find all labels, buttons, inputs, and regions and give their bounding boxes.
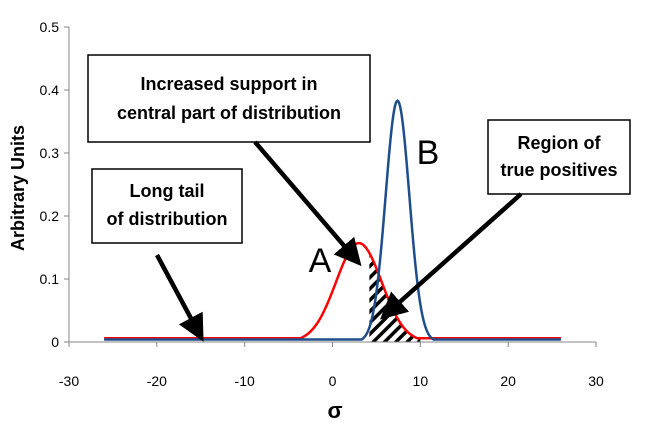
series-a-line [104,241,561,340]
callout-long-tail-line-1: Long tail [130,181,205,201]
arrow-true-positives [379,192,523,320]
true-positive-region [369,253,421,342]
x-tick-label: -30 [59,373,79,389]
x-tick-label: 30 [588,373,604,389]
x-tick-label: 10 [413,373,429,389]
x-axis-label: σ [327,398,342,423]
callout-increased-support-line-2: central part of distribution [117,103,341,123]
arrow-long-tail [155,253,204,342]
y-tick-label: 0.4 [40,82,60,98]
callout-true-positives-line-2: true positives [500,160,617,180]
y-axis-label: Arbitrary Units [8,125,28,251]
arrow-increased-support [253,140,362,267]
callout-increased-support: Increased support in central part of dis… [87,54,371,143]
callout-increased-support-line-1: Increased support in [140,74,317,94]
y-tick-label: 0.2 [40,208,60,224]
series-b-label: B [417,134,440,172]
x-tick-label: 0 [329,373,337,389]
series-a-label: A [309,242,332,280]
y-tick-label: 0.5 [40,19,60,35]
callout-true-positives: Region of true positives [487,119,631,195]
callout-true-positives-line-1: Region of [518,133,602,153]
callout-long-tail-line-2: of distribution [107,209,228,229]
y-tick-label: 0.3 [40,145,60,161]
y-tick-label: 0.1 [40,271,60,287]
x-tick-label: -10 [235,373,255,389]
x-tick-label: 20 [500,373,516,389]
y-tick-label: 0 [51,334,59,350]
x-tick-label: -20 [147,373,167,389]
callout-long-tail: Long tail of distribution [91,168,243,244]
